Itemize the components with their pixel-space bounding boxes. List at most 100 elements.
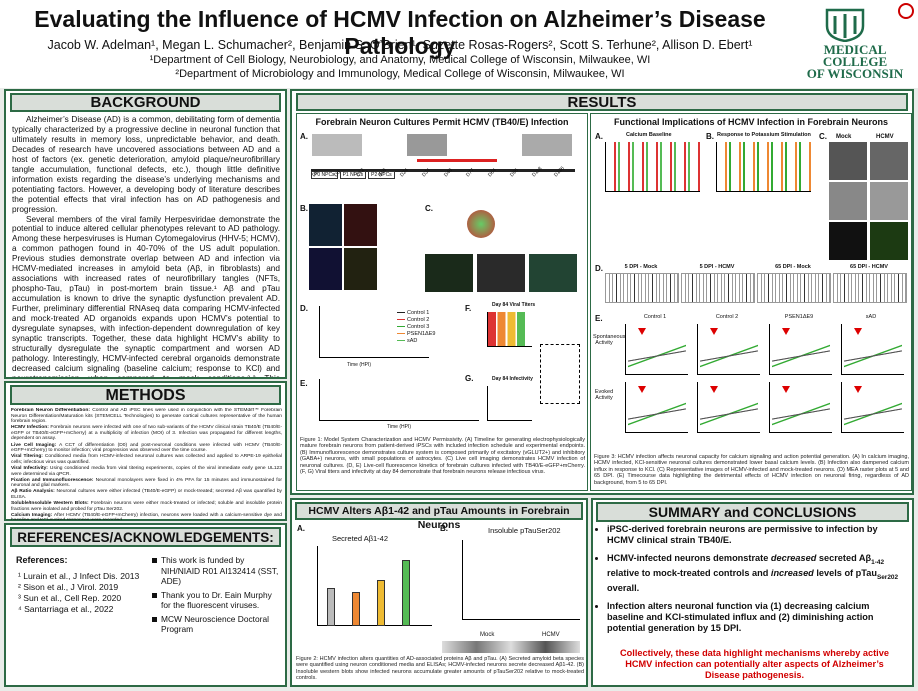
subplot-title: Insoluble pTauSer202 <box>488 526 561 535</box>
method-text: After HCMV (TB40/E-eGFP+mCherry) infecti… <box>11 512 282 520</box>
micrograph <box>477 254 525 292</box>
method-item: HCMV Infection: Forebrain neurons were i… <box>11 425 282 442</box>
text: Infection alters neuronal function via (… <box>607 600 874 633</box>
logo-line: COLLEGE <box>822 54 888 69</box>
section-heading: METHODS <box>10 385 281 405</box>
header: Evaluating the Influence of HCMV Infecti… <box>0 0 918 88</box>
method-item: Live Cell Imaging: A CCT of differentiat… <box>11 443 282 454</box>
subplot-title: Response to Potassium Stimulation <box>717 132 811 138</box>
micrograph <box>529 254 577 292</box>
summary-section: SUMMARY and CONCLUSIONS iPSC-derived for… <box>591 498 914 687</box>
trace <box>700 400 758 428</box>
mea-title: 5 DPI - HCMV <box>699 264 735 270</box>
reference: ³ Sun et al., Cell Rep. 2020 <box>18 593 122 603</box>
panel-label: B. <box>706 132 714 141</box>
figure-title: Functional Implications of HCMV Infectio… <box>613 117 888 127</box>
line-header: Control 2 <box>715 314 739 320</box>
panel-label: A. <box>595 132 603 141</box>
micrograph <box>870 182 908 220</box>
section-heading: REFERENCES/ACKNOWLEDGEMENTS: <box>10 527 281 547</box>
conclusion: Collectively, these data highlight mecha… <box>620 648 889 680</box>
method-text: Neuronal monolayers were fixed in 4% PFA… <box>11 477 282 489</box>
section-heading: RESULTS <box>296 93 908 111</box>
results-section: RESULTS Forebrain Neuron Cultures Permit… <box>290 89 914 495</box>
micrograph <box>425 254 473 292</box>
method-lead: Calcium Imaging: <box>11 512 53 518</box>
method-lead: Viral Infectivity: <box>11 465 48 471</box>
day-label: D118 <box>531 165 544 179</box>
bar-plot <box>487 312 532 347</box>
culture-image <box>407 134 447 156</box>
logo-shield <box>825 8 865 42</box>
micrograph <box>309 204 342 246</box>
stage-label: P1 NPCs <box>339 171 367 179</box>
infection-marker <box>710 328 718 335</box>
panel-label: B. <box>300 204 308 213</box>
acknowledgement: Thank you to Dr. Eain Murphy for the flu… <box>152 590 282 611</box>
micrograph <box>829 222 867 260</box>
figure-caption: Figure 1: Model System Characterization … <box>300 437 585 476</box>
timecourse-plot <box>625 324 688 375</box>
reference: ¹ Lurain et al., J Infect Dis. 2013 <box>18 571 140 581</box>
panel-label: D. <box>595 264 603 273</box>
bullet-icon <box>152 592 157 598</box>
legend-label: Control 2 <box>407 317 430 323</box>
virus-diagram <box>467 210 495 238</box>
trace <box>772 400 830 428</box>
legend-entry: PSEN1ΔE9 <box>397 331 435 338</box>
culture-image <box>522 134 572 156</box>
violin-plot <box>605 142 700 192</box>
panel-label: D. <box>300 304 308 313</box>
legend-swatch <box>397 311 405 314</box>
methods-text: Forebrain Neuron Differentiation: Contro… <box>11 408 282 520</box>
method-lead: Viral Titering: <box>11 454 43 460</box>
bar <box>377 580 385 626</box>
summary-bullet: HCMV-infected neurons demonstrate decrea… <box>607 553 905 594</box>
raster <box>833 273 907 303</box>
method-lead: HCMV Infection: <box>11 425 49 431</box>
no-photo-icon <box>898 3 914 19</box>
infection-bar <box>417 159 497 162</box>
mea-rasters: 5 DPI - Mock 5 DPI - HCMV 65 DPI - Mock 65 … <box>605 264 910 304</box>
acknowledgement: MCW Neuroscience Doctoral Program <box>152 614 282 635</box>
method-lead: Live Cell Imaging: <box>11 442 57 448</box>
axis-label: HCMV <box>542 632 560 638</box>
bar <box>327 588 335 626</box>
timecourse-plot <box>697 382 760 433</box>
legend-entry: sAD <box>397 338 435 345</box>
stage-label: P0 NPCs <box>311 171 338 179</box>
stage-label: P2 NPCs <box>368 171 395 179</box>
mea-title: 5 DPI - Mock <box>624 264 658 270</box>
plot-axes <box>317 546 432 626</box>
row-label: Evoked Activity <box>594 389 614 401</box>
method-item: Viral Titering: Conditioned media from H… <box>11 454 282 465</box>
row-label: Spontaneous Activity <box>593 334 626 346</box>
bullet-icon <box>152 616 157 622</box>
reference: ² Sison et al., J Virol. 2019 <box>18 582 119 592</box>
method-lead: Soluble/Insoluble Western Blots: <box>11 501 89 506</box>
acknowledgement-text: Thank you to Dr. Eain Murphy for the flu… <box>161 589 272 611</box>
timecourse-plot <box>625 382 688 433</box>
axis-label: Time (HPI) <box>387 424 411 430</box>
summary-list: iPSC-derived forebrain neurons are permi… <box>593 524 905 641</box>
trace <box>628 400 686 428</box>
subplot-title: Calcium Baseline <box>626 132 672 138</box>
mea-panel: 5 DPI - Mock <box>605 264 679 304</box>
panel-label: C. <box>425 204 433 213</box>
method-text: A CCT of differentiation (D0) and post-n… <box>11 442 282 454</box>
legend-entry: Control 1 <box>397 310 435 317</box>
acknowledgement-text: MCW Neuroscience Doctoral Program <box>161 613 269 635</box>
infection-marker <box>710 386 718 393</box>
figure-3: Functional Implications of HCMV Infectio… <box>590 113 912 491</box>
legend-entry: Control 2 <box>397 317 435 324</box>
method-text: Conditioned media from HCMV-infected neu… <box>11 454 282 465</box>
timecourse-plot <box>769 382 832 433</box>
affiliation: ¹Department of Cell Biology, Neurobiolog… <box>149 54 651 66</box>
raster <box>757 273 831 303</box>
method-item: Fixation and Immunofluorescence: Neurona… <box>11 478 282 489</box>
title: Evaluating the Influence of HCMV Infecti… <box>34 6 766 59</box>
acknowledgement-text: This work is funded by NIH/NIAID R01 AI1… <box>161 555 279 586</box>
plot-axes <box>319 379 479 421</box>
timecourse-plot <box>841 382 904 433</box>
trace <box>844 342 902 370</box>
